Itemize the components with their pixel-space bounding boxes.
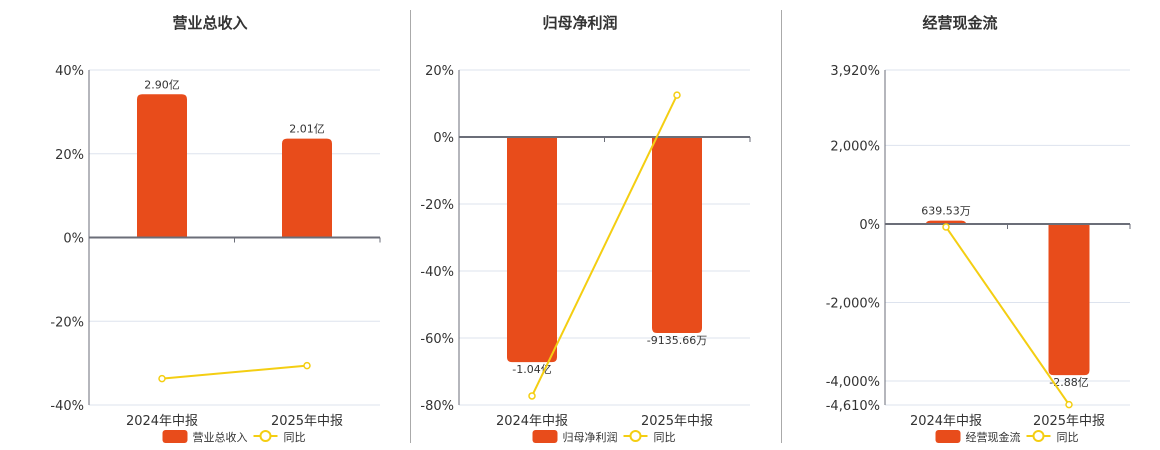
- bar: [507, 137, 557, 363]
- bar: [652, 137, 702, 333]
- bar: [282, 138, 332, 238]
- bar-value-label: 2.90亿: [144, 78, 180, 91]
- legend-line-label: 同比: [654, 431, 676, 444]
- chart-operating-cashflow: 经营现金流 3,920% 2,000% 0% -2,000% -4,000% -4,610…: [826, 14, 1131, 444]
- y-tick-label: 20%: [55, 148, 84, 163]
- y-tick-label: -40%: [50, 399, 84, 414]
- bar: [1048, 223, 1090, 376]
- y-tick-label: 0%: [433, 131, 454, 146]
- y-tick-label: -20%: [420, 198, 454, 213]
- y-tick-label: 2,000%: [830, 139, 880, 154]
- y-tick-label: -4,000%: [826, 375, 880, 390]
- x-category-label: 2024年中报: [910, 414, 982, 429]
- x-category-label: 2025年中报: [1033, 414, 1105, 429]
- chart-title: 经营现金流: [922, 14, 997, 32]
- bar-value-label: 2.01亿: [289, 123, 325, 136]
- x-category-label: 2025年中报: [271, 414, 343, 429]
- legend-bar-label: 营业总收入: [193, 430, 248, 444]
- legend-bar-swatch: [532, 430, 558, 443]
- bar-value-label: -1.04亿: [512, 363, 551, 376]
- legend-bar-label: 经营现金流: [966, 430, 1021, 444]
- legend-line-marker-icon: [629, 430, 642, 442]
- yoy-line: [161, 364, 308, 380]
- legend-line-label: 同比: [1057, 431, 1079, 444]
- y-tick-label: -2,000%: [826, 296, 880, 311]
- yoy-line: [531, 94, 678, 397]
- y-tick-label: 40%: [55, 64, 84, 79]
- chart-title: 归母净利润: [542, 14, 617, 32]
- legend-line-marker-icon: [259, 430, 272, 442]
- chart-revenue: 营业总收入 40% 20% 0% -20% -40% 2.90亿 2.01亿 2024年中报 2…: [50, 14, 381, 444]
- legend-line-label: 同比: [284, 431, 306, 444]
- y-tick-label: -4,610%: [826, 399, 880, 414]
- yoy-point: [158, 374, 166, 383]
- x-category-label: 2024年中报: [496, 414, 568, 429]
- yoy-point: [303, 361, 311, 370]
- yoy-point: [942, 223, 950, 231]
- y-tick-label: -60%: [420, 332, 454, 347]
- bar-value-label: -2.88亿: [1049, 376, 1088, 389]
- yoy-point: [673, 91, 681, 99]
- x-category-label: 2024年中报: [126, 414, 198, 429]
- yoy-point: [528, 392, 536, 400]
- chart-title: 营业总收入: [172, 14, 247, 32]
- legend-line-marker-icon: [1032, 430, 1045, 442]
- y-tick-label: 20%: [425, 64, 454, 79]
- y-tick-label: -40%: [420, 265, 454, 280]
- bar-value-label: -9135.66万: [647, 334, 707, 347]
- y-tick-label: -20%: [50, 315, 84, 330]
- y-tick-label: 0%: [63, 232, 84, 247]
- bar-value-label: 639.53万: [921, 205, 971, 218]
- y-tick-label: -80%: [420, 399, 454, 414]
- legend-bar-swatch: [935, 430, 961, 443]
- yoy-line: [945, 226, 1070, 406]
- legend-bar-swatch: [162, 430, 188, 443]
- chart-net-profit: 归母净利润 20% 0% -20% -40% -60% -80% -1.04亿 -9135.6…: [420, 14, 751, 444]
- x-category-label: 2025年中报: [641, 414, 713, 429]
- legend-bar-label: 归母净利润: [563, 430, 618, 444]
- y-tick-label: 0%: [859, 218, 880, 233]
- y-tick-label: 3,920%: [830, 64, 880, 79]
- bar: [137, 94, 187, 238]
- divider-left: [410, 10, 411, 443]
- yoy-point: [1065, 400, 1073, 409]
- divider-right: [781, 10, 782, 443]
